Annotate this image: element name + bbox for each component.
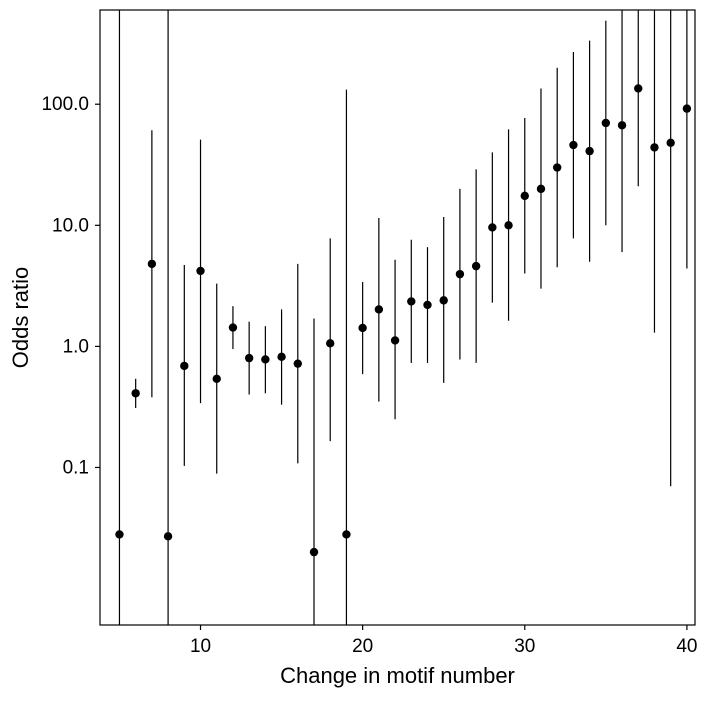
data-point — [488, 223, 496, 231]
odds-ratio-chart: 10 20 30 40 0.1 1.0 10.0 100.0 Change in motif n… — [0, 0, 707, 705]
y-tick-label: 0.1 — [63, 457, 89, 478]
data-point — [504, 221, 512, 229]
data-point — [440, 296, 448, 304]
x-tick-label: 40 — [676, 636, 697, 657]
chart-container: 10 20 30 40 0.1 1.0 10.0 100.0 Change in motif n… — [0, 0, 707, 705]
data-point — [131, 389, 139, 397]
data-point — [537, 185, 545, 193]
data-point — [634, 84, 642, 92]
data-point — [423, 301, 431, 309]
data-point — [585, 147, 593, 155]
data-point — [229, 323, 237, 331]
y-tick-label: 10.0 — [52, 215, 89, 236]
y-tick-label: 1.0 — [63, 336, 89, 357]
data-point — [326, 339, 334, 347]
data-point — [277, 353, 285, 361]
data-point — [521, 192, 529, 200]
data-point — [245, 354, 253, 362]
data-point — [358, 324, 366, 332]
x-axis-title: Change in motif number — [280, 663, 515, 688]
y-tick-label: 100.0 — [41, 94, 89, 115]
data-point — [618, 121, 626, 129]
data-point — [261, 355, 269, 363]
data-point — [602, 119, 610, 127]
data-point — [115, 530, 123, 538]
data-point — [456, 270, 464, 278]
data-point — [407, 297, 415, 305]
data-point — [683, 104, 691, 112]
x-tick-label: 10 — [190, 636, 211, 657]
data-point — [213, 375, 221, 383]
x-tick-label: 20 — [352, 636, 373, 657]
x-tick-label: 30 — [514, 636, 535, 657]
data-point — [310, 548, 318, 556]
data-point — [472, 262, 480, 270]
data-point — [569, 141, 577, 149]
data-point — [650, 143, 658, 151]
data-point — [164, 532, 172, 540]
data-point — [391, 336, 399, 344]
data-point — [666, 139, 674, 147]
data-point — [180, 362, 188, 370]
data-point — [553, 163, 561, 171]
y-axis-title: Odds ratio — [8, 267, 33, 369]
data-point — [342, 530, 350, 538]
data-point — [148, 260, 156, 268]
data-point — [375, 305, 383, 313]
chart-background — [0, 0, 707, 705]
data-point — [196, 267, 204, 275]
data-point — [294, 359, 302, 367]
